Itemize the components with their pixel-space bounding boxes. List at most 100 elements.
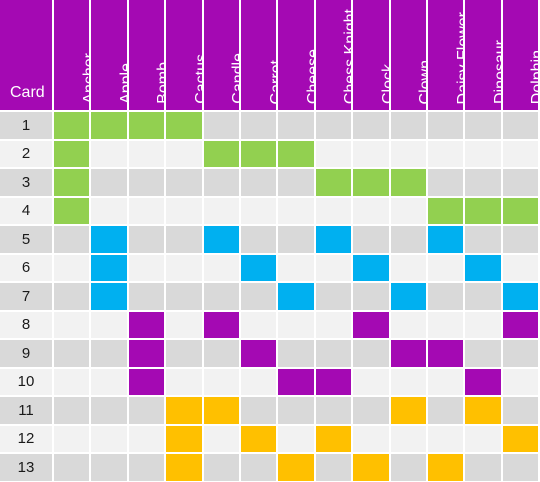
table-cell (465, 425, 501, 452)
marked-cell (465, 368, 501, 395)
table-cell (241, 112, 277, 139)
table-cell (390, 368, 426, 395)
table-cell (91, 197, 127, 224)
table-cell (502, 368, 539, 395)
table-cell (128, 425, 165, 452)
card-column-header: Card (10, 84, 45, 101)
marked-cell (91, 283, 127, 310)
table-cell (502, 226, 539, 253)
table-cell (315, 140, 352, 167)
column-header: Apple (91, 0, 135, 110)
card-number: 5 (0, 226, 52, 253)
table-cell (203, 283, 239, 310)
marked-cell (278, 140, 314, 167)
table-cell (91, 368, 127, 395)
table-cell (166, 197, 202, 224)
card-number: 13 (0, 454, 52, 481)
table-cell (390, 311, 426, 338)
table-cell (502, 254, 539, 281)
table-cell (315, 397, 352, 424)
table-cell (315, 254, 352, 281)
marked-cell (166, 397, 202, 424)
table-cell (241, 397, 277, 424)
table-cell (241, 368, 277, 395)
marked-cell (128, 311, 165, 338)
table-cell (428, 311, 464, 338)
column-header: Cactus (166, 0, 210, 110)
table-cell (390, 112, 426, 139)
table-cell (166, 283, 202, 310)
table-cell (502, 340, 539, 367)
table-cell (54, 226, 90, 253)
table-cell (465, 311, 501, 338)
table-cell (91, 140, 127, 167)
marked-cell (390, 397, 426, 424)
table-cell (54, 254, 90, 281)
marked-cell (278, 454, 314, 481)
marked-cell (315, 368, 352, 395)
marked-cell (353, 311, 389, 338)
marked-cell (428, 226, 464, 253)
table-cell (91, 169, 127, 196)
table-cell (128, 226, 165, 253)
marked-cell (91, 254, 127, 281)
column-header: Bomb (128, 0, 172, 110)
marked-cell (91, 112, 127, 139)
table-cell (203, 112, 239, 139)
card-number: 4 (0, 197, 52, 224)
column-header-label: Dolphin (529, 49, 540, 104)
marked-cell (54, 140, 90, 167)
marked-cell (502, 425, 539, 452)
table-cell (428, 112, 464, 139)
table-cell (166, 368, 202, 395)
table-cell (241, 169, 277, 196)
table-cell (428, 140, 464, 167)
marked-cell (128, 112, 165, 139)
marked-cell (54, 197, 90, 224)
table-cell (390, 197, 426, 224)
table-cell (278, 197, 314, 224)
table-cell (278, 112, 314, 139)
column-header: Clock (353, 0, 397, 110)
table-cell (54, 397, 90, 424)
marked-cell (128, 368, 165, 395)
marked-cell (502, 283, 539, 310)
table-cell (390, 454, 426, 481)
marked-cell (502, 311, 539, 338)
table-cell (166, 254, 202, 281)
marked-cell (166, 425, 202, 452)
table-cell (278, 169, 314, 196)
table-cell (203, 197, 239, 224)
marked-cell (278, 368, 314, 395)
header-corner: Card (0, 0, 52, 110)
table-cell (128, 254, 165, 281)
marked-cell (166, 112, 202, 139)
table-cell (166, 311, 202, 338)
table-cell (203, 454, 239, 481)
column-header: Candle (203, 0, 247, 110)
table-cell (54, 425, 90, 452)
table-cell (278, 226, 314, 253)
table-cell (315, 311, 352, 338)
table-cell (128, 397, 165, 424)
table-cell (315, 112, 352, 139)
table-cell (54, 340, 90, 367)
column-header: Clown (390, 0, 434, 110)
table-cell (502, 454, 539, 481)
table-cell (465, 169, 501, 196)
table-cell (278, 397, 314, 424)
table-cell (428, 169, 464, 196)
table-cell (428, 397, 464, 424)
marked-cell (203, 226, 239, 253)
card-number: 9 (0, 340, 52, 367)
table-cell (241, 311, 277, 338)
table-cell (465, 140, 501, 167)
table-cell (203, 169, 239, 196)
card-number: 2 (0, 140, 52, 167)
card-number: 3 (0, 169, 52, 196)
table-cell (278, 311, 314, 338)
table-cell (278, 254, 314, 281)
table-cell (91, 340, 127, 367)
table-cell (54, 283, 90, 310)
